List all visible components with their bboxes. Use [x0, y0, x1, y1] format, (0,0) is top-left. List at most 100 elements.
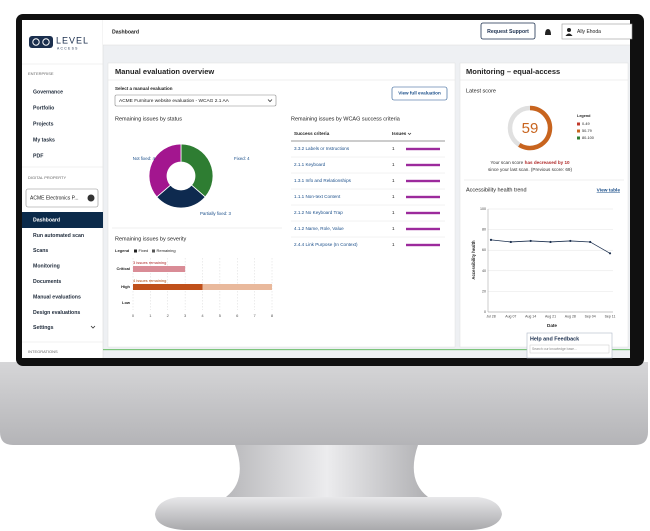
monitoring-card	[459, 62, 629, 348]
nav-item[interactable]: Monitoring	[33, 264, 60, 270]
button-text[interactable]: View full evaluation	[398, 91, 441, 96]
nav-item[interactable]: Manual evaluations	[33, 294, 81, 300]
view-evaluation-button[interactable]	[391, 86, 448, 101]
x-tick-label: 6	[236, 313, 239, 318]
issue-bar	[406, 163, 440, 167]
nav-item[interactable]: PDF	[33, 153, 43, 159]
nav-item[interactable]: Scans	[33, 248, 48, 254]
issue-count: 1	[392, 210, 395, 215]
legend-label: Remaining	[157, 248, 176, 253]
slice-label: Partially fixed: 3	[200, 211, 232, 216]
page-title: Dashboard	[112, 29, 139, 35]
request-support-button[interactable]	[480, 22, 536, 40]
card-title: Manual evaluation overview	[115, 67, 214, 76]
table-title: Remaining issues by WCAG success criteri…	[291, 116, 401, 122]
x-tick-label: 4	[201, 313, 204, 318]
select-value[interactable]: ACME Furniture website evaluation - WCAG…	[119, 98, 230, 104]
nav-item[interactable]: Settings	[33, 325, 54, 331]
nav-item[interactable]: Portfolio	[33, 105, 54, 111]
x-tick-label: 7	[254, 313, 257, 318]
issue-bar	[406, 227, 440, 231]
slice-label: Fixed: 4	[234, 156, 250, 161]
x-tick-label: Sep 11	[605, 314, 616, 318]
y-tick-label: High	[121, 284, 130, 289]
x-tick-label: Aug 21	[545, 314, 556, 318]
criteria-link[interactable]: 2.4.4 Link Purpose (In Context)	[294, 242, 358, 247]
logo-icon	[42, 38, 50, 46]
nav-item[interactable]: Design evaluations	[33, 310, 80, 316]
trend-point	[489, 238, 493, 241]
slice-label: Not fixed: 4	[133, 156, 156, 161]
user-name[interactable]: Ally Ehoda	[577, 29, 601, 35]
user-icon	[565, 33, 573, 36]
x-tick-label: Aug 28	[565, 314, 576, 318]
issue-count: 1	[392, 226, 395, 231]
x-tick-label: 5	[219, 313, 222, 318]
x-tick-label: Aug 14	[525, 314, 536, 318]
score-message: since your last scan. (Previous score: 6…	[488, 167, 572, 172]
nav-item[interactable]: Documents	[33, 279, 61, 285]
y-tick-label: 60	[482, 248, 486, 252]
trend-point	[608, 252, 612, 255]
trend-point	[529, 239, 532, 243]
nav-item[interactable]: Dashboard	[33, 217, 60, 223]
legend-label: 80-100	[582, 136, 594, 140]
x-tick-label: 0	[132, 313, 135, 318]
y-tick-label: 100	[480, 207, 486, 211]
bell-icon[interactable]	[545, 29, 551, 35]
user-menu[interactable]	[561, 23, 633, 40]
criteria-link[interactable]: 1.1.1 Non-text Content	[294, 194, 341, 199]
chevron	[90, 325, 96, 329]
criteria-link[interactable]: 1.3.1 Info and Relationships	[294, 178, 352, 183]
nav-heading: DIGITAL PROPERTY	[28, 175, 66, 180]
topbar	[103, 20, 630, 45]
chart-title: Remaining issues by severity	[115, 236, 186, 242]
criteria-link[interactable]: 4.1.2 Name, Role, Value	[294, 226, 344, 231]
status-strip	[103, 349, 630, 351]
help-title[interactable]: Help and Feedback	[530, 336, 579, 342]
help-search[interactable]	[529, 344, 610, 354]
nav-item[interactable]: Projects	[33, 121, 54, 127]
donut-slice	[180, 143, 214, 198]
user-icon	[567, 28, 571, 32]
issue-bar	[406, 243, 440, 247]
view-table-link[interactable]: View table	[597, 187, 621, 193]
issue-count: 1	[392, 178, 395, 183]
y-tick-label: 0	[484, 310, 486, 314]
evaluation-select[interactable]	[114, 94, 277, 107]
property-select[interactable]	[25, 188, 99, 208]
issue-count: 1	[392, 242, 395, 247]
card-title: Monitoring – equal-access	[466, 67, 560, 76]
legend-title: Legend	[577, 114, 591, 118]
legend-label: 0-49	[582, 122, 590, 126]
score-message: Your scan score has decreased by 10	[490, 160, 570, 165]
bar-segment	[133, 284, 203, 290]
table-header: Issues	[392, 131, 407, 136]
button-text[interactable]: Request Support	[487, 29, 529, 35]
nav-item[interactable]: My tasks	[33, 137, 55, 143]
criteria-link[interactable]: 2.1.1 Keyboard	[294, 162, 326, 167]
nav-item[interactable]: Run automated scan	[33, 233, 84, 239]
nav-item[interactable]: Governance	[33, 89, 63, 95]
chart-title: Remaining issues by status	[115, 116, 182, 122]
score-value: 59	[522, 120, 539, 137]
logo-sub: ACCESS	[57, 46, 79, 50]
issue-bar	[406, 195, 440, 199]
property-select-text[interactable]: ACME Electronics P...	[30, 195, 79, 201]
x-tick-label: Sep 04	[585, 314, 596, 318]
sort-icon[interactable]	[407, 132, 412, 135]
nav-heading: ENTERPRISE	[28, 71, 54, 76]
field-label: Select a manual evaluation	[115, 86, 173, 91]
stand-neck	[226, 445, 428, 497]
y-tick-label: Low	[122, 300, 131, 305]
criteria-link[interactable]: 3.3.2 Labels or Instructions	[294, 146, 350, 151]
issue-count: 1	[392, 194, 395, 199]
x-tick-label: 1	[149, 313, 152, 318]
stand-base	[155, 497, 502, 530]
criteria-link[interactable]: 2.1.2 No Keyboard Trap	[294, 210, 343, 215]
help-placeholder[interactable]: Search our knowledge base...	[532, 347, 577, 351]
trend-point	[549, 240, 552, 244]
bar-label: 3 issues remaining	[133, 260, 166, 265]
